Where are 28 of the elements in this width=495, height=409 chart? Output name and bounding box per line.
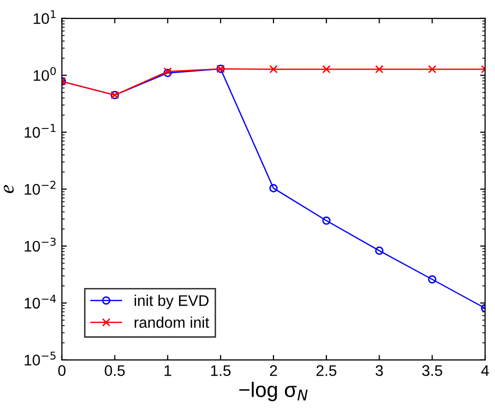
y-tick-label: 10$^{−1}$ — [24, 124, 56, 138]
legend-label: init by EVD — [134, 294, 209, 310]
y-tick-label: 10$^{−4}$ — [24, 294, 56, 309]
x-tick-label: 2 — [270, 365, 277, 376]
point — [269, 184, 278, 192]
x-tick-label: 3 — [376, 365, 383, 376]
legend-label: random init — [134, 316, 210, 328]
y-tick-label: 10$^{1}$ — [34, 10, 56, 24]
y-tick-label: 10$^{−2}$ — [24, 180, 56, 195]
y-tick-label: 10$^{−3}$ — [24, 238, 56, 252]
x-tick-label: 1 — [164, 365, 172, 376]
x-tick-label: 1.5 — [211, 365, 231, 376]
y-axis-title: e — [4, 185, 14, 194]
x-tick-label: 4 — [481, 365, 489, 376]
x-tick-label: 3.5 — [422, 365, 442, 376]
x-tick-label: 0 — [58, 365, 66, 376]
y-tick-label: 10$^{−5}$ — [24, 352, 56, 366]
point — [322, 216, 331, 225]
point — [269, 65, 278, 74]
point — [375, 246, 384, 255]
x-tick-label: 2.5 — [316, 365, 336, 376]
y-tick-label: 10$^{0}$ — [34, 66, 56, 81]
point — [428, 65, 436, 74]
point — [428, 275, 436, 284]
x-tick-label: 0.5 — [104, 365, 125, 376]
point — [322, 65, 331, 74]
point — [375, 65, 384, 74]
x-axis-title: −log σ$_{N}$ — [239, 382, 308, 402]
